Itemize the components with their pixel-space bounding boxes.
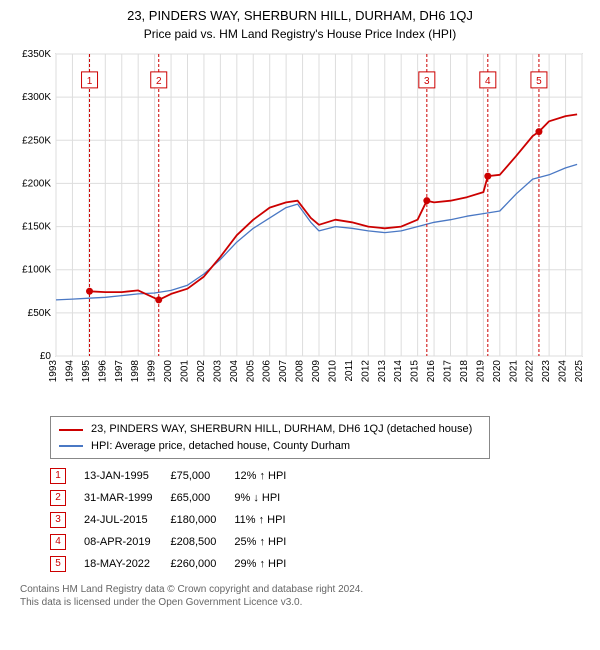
svg-text:£150K: £150K	[22, 222, 51, 233]
svg-text:2008: 2008	[295, 360, 306, 383]
svg-text:£350K: £350K	[22, 49, 51, 60]
svg-text:1994: 1994	[64, 360, 75, 383]
marker-date: 31-MAR-1999	[84, 487, 170, 509]
svg-text:2000: 2000	[163, 360, 174, 383]
marker-table: 1 13-JAN-1995£75,00012% ↑ HPI 2 31-MAR-1999…	[50, 465, 304, 575]
svg-text:4: 4	[485, 76, 491, 87]
svg-text:£50K: £50K	[28, 308, 52, 319]
svg-text:1: 1	[87, 76, 93, 87]
legend-swatch	[59, 429, 83, 431]
legend-item: 23, PINDERS WAY, SHERBURN HILL, DURHAM, …	[59, 421, 481, 438]
svg-text:2015: 2015	[410, 360, 421, 383]
marker-date: 13-JAN-1995	[84, 465, 170, 487]
marker-row: 5 18-MAY-2022£260,00029% ↑ HPI	[50, 553, 304, 575]
svg-text:1993: 1993	[48, 360, 59, 383]
svg-text:2016: 2016	[426, 360, 437, 383]
svg-text:2019: 2019	[475, 360, 486, 383]
title-line1: 23, PINDERS WAY, SHERBURN HILL, DURHAM, …	[10, 8, 590, 25]
svg-text:2010: 2010	[327, 360, 338, 383]
svg-text:2001: 2001	[180, 360, 191, 383]
svg-text:2025: 2025	[574, 360, 585, 383]
svg-text:2017: 2017	[443, 360, 454, 383]
marker-date: 08-APR-2019	[84, 531, 170, 553]
marker-price: £208,500	[170, 531, 234, 553]
svg-text:2002: 2002	[196, 360, 207, 383]
svg-text:£100K: £100K	[22, 265, 51, 276]
svg-text:2012: 2012	[360, 360, 371, 383]
marker-row: 4 08-APR-2019£208,50025% ↑ HPI	[50, 531, 304, 553]
svg-text:2005: 2005	[245, 360, 256, 383]
svg-text:2024: 2024	[558, 360, 569, 383]
marker-price: £180,000	[170, 509, 234, 531]
marker-pct: 12% ↑ HPI	[234, 465, 304, 487]
marker-row: 2 31-MAR-1999£65,0009% ↓ HPI	[50, 487, 304, 509]
footer-line2: This data is licensed under the Open Gov…	[20, 596, 590, 609]
marker-date: 18-MAY-2022	[84, 553, 170, 575]
svg-text:2020: 2020	[492, 360, 503, 383]
marker-row: 1 13-JAN-1995£75,00012% ↑ HPI	[50, 465, 304, 487]
marker-date: 24-JUL-2015	[84, 509, 170, 531]
svg-text:2018: 2018	[459, 360, 470, 383]
svg-text:1997: 1997	[114, 360, 125, 383]
svg-text:£300K: £300K	[22, 93, 51, 104]
marker-pct: 25% ↑ HPI	[234, 531, 304, 553]
marker-number-box: 3	[50, 512, 66, 528]
footer: Contains HM Land Registry data © Crown c…	[20, 583, 590, 609]
title-line2: Price paid vs. HM Land Registry's House …	[10, 27, 590, 43]
marker-number-box: 4	[50, 534, 66, 550]
marker-price: £260,000	[170, 553, 234, 575]
svg-text:5: 5	[536, 76, 542, 87]
svg-text:2004: 2004	[229, 360, 240, 383]
svg-text:2021: 2021	[508, 360, 519, 383]
svg-text:3: 3	[424, 76, 430, 87]
marker-pct: 11% ↑ HPI	[234, 509, 304, 531]
svg-text:2022: 2022	[525, 360, 536, 383]
marker-pct: 29% ↑ HPI	[234, 553, 304, 575]
title-block: 23, PINDERS WAY, SHERBURN HILL, DURHAM, …	[10, 8, 590, 42]
legend-item: HPI: Average price, detached house, Coun…	[59, 438, 481, 455]
marker-number-box: 2	[50, 490, 66, 506]
svg-text:£250K: £250K	[22, 136, 51, 147]
svg-text:2011: 2011	[344, 360, 355, 382]
svg-text:2: 2	[156, 76, 162, 87]
svg-text:1995: 1995	[81, 360, 92, 383]
svg-text:1999: 1999	[147, 360, 158, 383]
marker-pct: 9% ↓ HPI	[234, 487, 304, 509]
legend: 23, PINDERS WAY, SHERBURN HILL, DURHAM, …	[50, 416, 490, 459]
svg-text:£200K: £200K	[22, 179, 51, 190]
marker-number-box: 1	[50, 468, 66, 484]
svg-text:2013: 2013	[377, 360, 388, 383]
svg-text:2006: 2006	[262, 360, 273, 383]
marker-row: 3 24-JUL-2015£180,00011% ↑ HPI	[50, 509, 304, 531]
legend-label: 23, PINDERS WAY, SHERBURN HILL, DURHAM, …	[91, 421, 472, 438]
svg-text:2007: 2007	[278, 360, 289, 383]
svg-text:2014: 2014	[393, 360, 404, 383]
svg-text:1996: 1996	[97, 360, 108, 383]
svg-text:1998: 1998	[130, 360, 141, 383]
marker-price: £75,000	[170, 465, 234, 487]
svg-text:2003: 2003	[212, 360, 223, 383]
marker-price: £65,000	[170, 487, 234, 509]
legend-swatch	[59, 445, 83, 447]
chart: £0£50K£100K£150K£200K£250K£300K£350K1993…	[10, 48, 590, 408]
marker-number-box: 5	[50, 556, 66, 572]
footer-line1: Contains HM Land Registry data © Crown c…	[20, 583, 590, 596]
legend-label: HPI: Average price, detached house, Coun…	[91, 438, 350, 455]
svg-text:2023: 2023	[541, 360, 552, 383]
svg-text:2009: 2009	[311, 360, 322, 383]
